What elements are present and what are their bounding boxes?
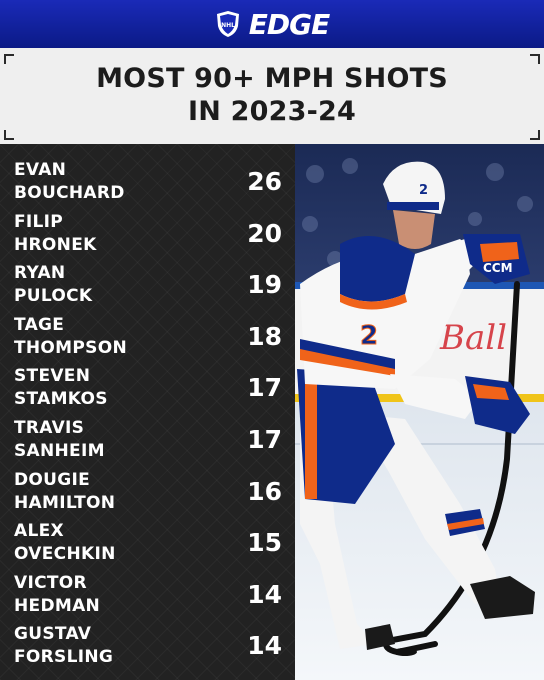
shot-count: 14	[247, 579, 282, 609]
chart-title: MOST 90+ MPH SHOTS IN 2023-24	[96, 63, 448, 127]
player-name: DOUGIE HAMILTON	[14, 469, 214, 515]
player-last-name: SANHEIM	[14, 441, 105, 461]
nhl-shield-icon: NHL	[216, 11, 239, 37]
player-name: VICTOR HEDMAN	[14, 572, 214, 618]
leaderboard-row: RYAN PULOCK 19	[0, 261, 295, 312]
player-illustration: Ball 2 CCM	[295, 144, 544, 680]
player-last-name: OVECHKIN	[14, 544, 116, 565]
shot-count: 19	[247, 270, 282, 300]
player-last-name: HAMILTON	[14, 492, 116, 513]
shot-count: 26	[247, 167, 282, 196]
shot-count: 16	[247, 476, 282, 506]
player-name: TRAVIS SANHEIM	[14, 417, 214, 463]
glove-brand: CCM	[483, 261, 513, 275]
leaderboard-row: ALEX OVECHKIN 15	[0, 519, 295, 570]
corner-bracket	[530, 54, 540, 64]
brand-bar: NHL EDGE	[0, 0, 544, 48]
leaderboard-row: GUSTAV FORSLING 14	[0, 622, 295, 673]
player-photo: Ball 2 CCM	[295, 144, 544, 680]
player-name: TAGE THOMPSON	[14, 314, 214, 360]
leaderboard-row: DOUGIE HAMILTON 16	[0, 468, 295, 519]
player-first-name: VICTOR	[14, 572, 87, 593]
shot-count: 14	[247, 631, 282, 661]
player-first-name: TRAVIS	[14, 418, 85, 438]
leaderboard-row: TAGE THOMPSON 18	[0, 313, 295, 364]
leaderboard-row: TRAVIS SANHEIM 17	[0, 416, 295, 467]
player-last-name: PULOCK	[14, 286, 93, 307]
player-first-name: ALEX	[14, 521, 64, 542]
leaderboard: EVAN BOUCHARD 26 FILIP HRONEK 20 RYAN PULOCK 19 T…	[0, 144, 295, 680]
shot-count: 18	[247, 321, 282, 351]
helmet-number: 2	[419, 183, 428, 198]
leaderboard-row: EVAN BOUCHARD 26	[0, 158, 295, 209]
corner-bracket	[4, 130, 14, 140]
svg-text:NHL: NHL	[221, 22, 235, 29]
player-first-name: TAGE	[14, 314, 65, 335]
player-name: RYAN PULOCK	[14, 262, 214, 308]
leaderboard-row: VICTOR HEDMAN 14	[0, 571, 295, 622]
player-name: ALEX OVECHKIN	[14, 520, 214, 566]
player-name: EVAN BOUCHARD	[14, 159, 214, 205]
leaderboard-row: FILIP HRONEK 20	[0, 210, 295, 261]
leaderboard-row: STEVEN STAMKOS 17	[0, 364, 295, 415]
player-first-name: RYAN	[14, 263, 66, 284]
player-last-name: FORSLING	[14, 647, 114, 668]
corner-bracket	[4, 54, 14, 64]
player-name: STEVEN STAMKOS	[14, 365, 214, 411]
player-last-name: STAMKOS	[14, 389, 108, 410]
shot-count: 15	[247, 528, 282, 558]
title-box: MOST 90+ MPH SHOTS IN 2023-24	[0, 48, 544, 144]
shot-count: 17	[247, 425, 282, 454]
player-last-name: HRONEK	[14, 234, 97, 255]
player-first-name: STEVEN	[14, 366, 91, 387]
board-ad-text: Ball	[439, 318, 507, 358]
player-first-name: DOUGIE	[14, 469, 91, 490]
player-last-name: THOMPSON	[14, 337, 127, 358]
player-first-name: EVAN	[14, 160, 67, 180]
edge-wordmark: EDGE	[248, 7, 330, 41]
corner-bracket	[530, 130, 540, 140]
jersey-number: 2	[360, 321, 378, 351]
player-name: GUSTAV FORSLING	[14, 623, 214, 669]
shot-count: 20	[247, 218, 282, 248]
hockey-stick	[383, 281, 520, 656]
player-first-name: GUSTAV	[14, 624, 92, 645]
player-last-name: HEDMAN	[14, 595, 101, 616]
shot-count: 17	[247, 373, 282, 403]
player-name: FILIP HRONEK	[14, 211, 214, 257]
player-last-name: BOUCHARD	[14, 183, 125, 203]
player-first-name: FILIP	[14, 211, 64, 232]
